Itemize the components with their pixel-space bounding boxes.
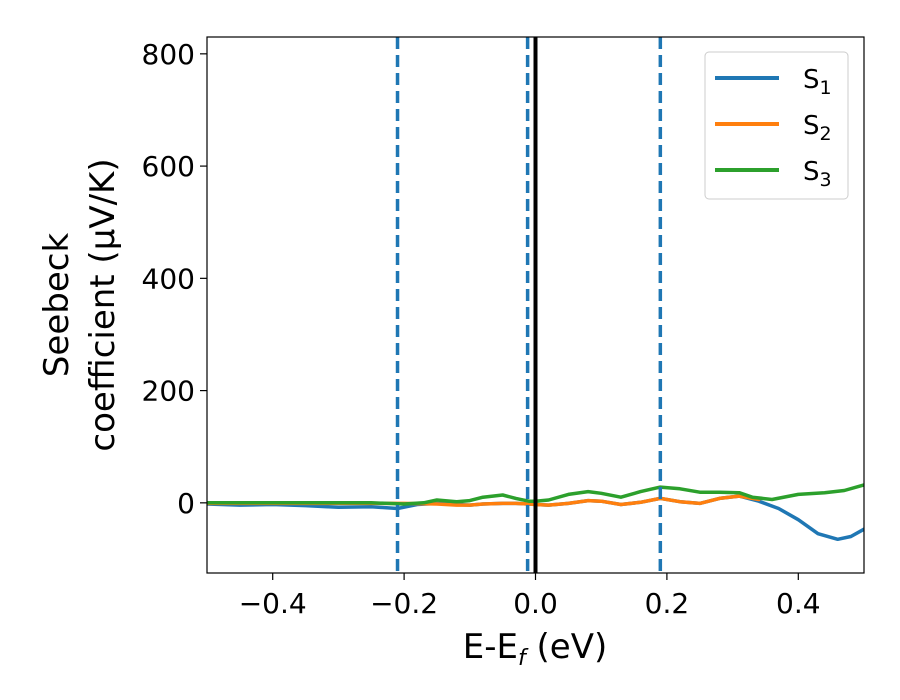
y-tick-label: 800	[142, 38, 195, 71]
y-axis-title-line2: coefficient (μV/K)	[83, 158, 123, 451]
vline-layer	[395, 37, 663, 573]
y-tick-label: 200	[142, 375, 195, 408]
x-axis-ticks: −0.4 −0.2 0.0 0.2 0.4	[239, 573, 821, 620]
y-tick-label: 400	[142, 262, 195, 295]
y-axis-title-line1: Seebeck	[37, 233, 77, 378]
x-tick-label: 0.0	[513, 587, 558, 620]
y-tick-label: 600	[142, 150, 195, 183]
x-tick-label: −0.4	[239, 587, 307, 620]
legend: S1 S2 S3	[704, 51, 849, 200]
x-axis-title-subscript: f	[518, 646, 529, 671]
x-tick-label: 0.4	[776, 587, 821, 620]
legend-label-s2: S2	[803, 111, 832, 145]
x-axis-title: E-Ef (eV)	[463, 627, 608, 671]
y-axis-ticks: 0 200 400 600 800	[142, 38, 207, 520]
x-tick-label: 0.2	[645, 587, 690, 620]
series-layer	[207, 483, 864, 542]
y-tick-label: 0	[177, 487, 195, 520]
x-tick-label: −0.2	[370, 587, 438, 620]
series-line-s3	[207, 483, 864, 506]
legend-label-s3: S3	[803, 157, 832, 191]
legend-label-s1: S1	[803, 65, 832, 99]
